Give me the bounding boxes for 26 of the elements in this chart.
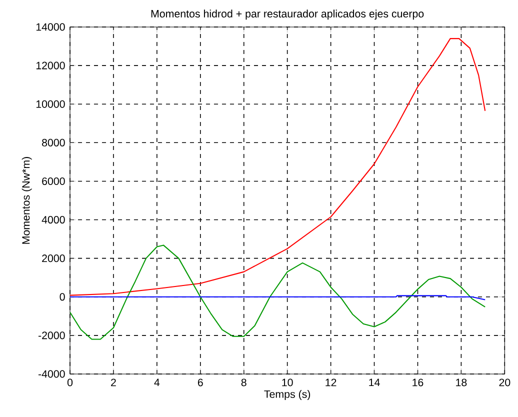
y-tick-label: -4000 bbox=[38, 370, 65, 378]
y-tick-label: 6000 bbox=[42, 177, 65, 185]
y-axis-title: Momentos (Nw*m) bbox=[22, 157, 32, 244]
line-series bbox=[70, 244, 486, 340]
y-tick-label: 0 bbox=[60, 293, 65, 301]
y-tick-label: -2000 bbox=[38, 332, 65, 340]
line-series bbox=[70, 38, 486, 296]
y-tick-label: 10000 bbox=[36, 100, 65, 108]
x-tick-label: 12 bbox=[326, 378, 336, 386]
x-tick-label: 16 bbox=[412, 378, 424, 386]
y-tick-label: 8000 bbox=[42, 138, 65, 146]
x-axis-title: Temps (s) bbox=[264, 390, 310, 400]
x-tick-label: 10 bbox=[282, 378, 293, 386]
y-tick-label: 2000 bbox=[42, 254, 65, 262]
y-tick-label: 12000 bbox=[36, 62, 65, 70]
x-tick-label: 0 bbox=[67, 378, 73, 386]
x-tick-label: 14 bbox=[369, 378, 380, 386]
x-tick-label: 18 bbox=[456, 378, 467, 386]
x-tick-label: 4 bbox=[154, 378, 160, 386]
x-tick-label: 6 bbox=[198, 378, 203, 386]
x-tick-label: 8 bbox=[241, 378, 246, 386]
x-tick-label: 2 bbox=[111, 378, 116, 386]
y-tick-label: 4000 bbox=[42, 216, 65, 224]
chart-title: Momentos hidrod + par restaurador aplicados ejes cuerpo bbox=[151, 10, 424, 20]
x-tick-label: 20 bbox=[499, 378, 510, 386]
y-tick-label: 14000 bbox=[36, 23, 65, 31]
